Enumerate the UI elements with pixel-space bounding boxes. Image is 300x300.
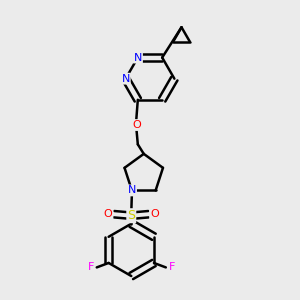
Text: O: O (150, 209, 159, 219)
Text: O: O (104, 209, 112, 219)
Text: N: N (134, 52, 142, 63)
Text: N: N (122, 74, 130, 84)
Text: N: N (128, 185, 136, 195)
Text: F: F (88, 262, 94, 272)
Text: F: F (169, 262, 175, 272)
Text: S: S (127, 209, 135, 222)
Text: O: O (132, 120, 141, 130)
